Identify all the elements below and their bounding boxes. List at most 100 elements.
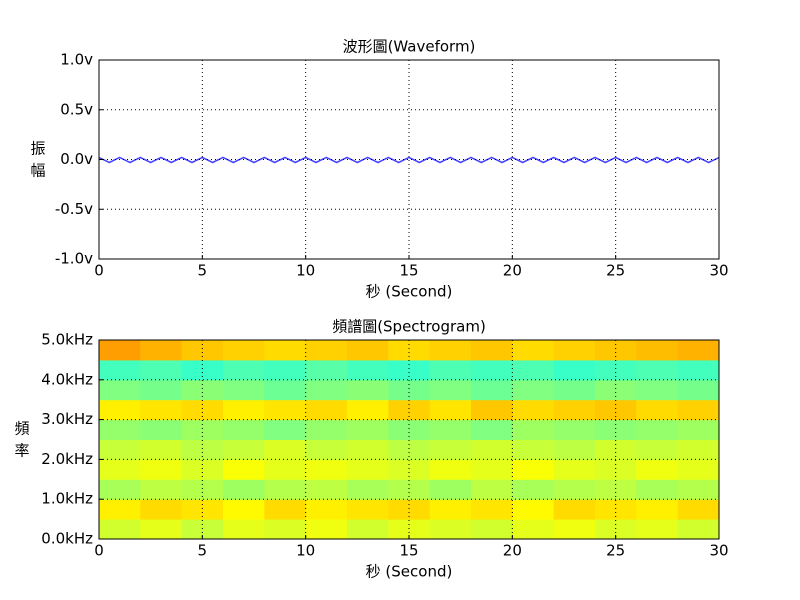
heat-cell xyxy=(512,399,555,421)
heat-cell xyxy=(140,499,183,520)
heat-cell xyxy=(512,499,555,520)
y-tick-label: 0.5v xyxy=(60,100,93,118)
axes-frame xyxy=(98,339,720,540)
heat-cell xyxy=(636,399,679,421)
heat-cell xyxy=(595,459,637,480)
heat-cell xyxy=(471,359,513,381)
x-tick-label: 25 xyxy=(606,262,625,280)
heat-cell xyxy=(99,519,141,540)
heat-cell xyxy=(471,340,513,361)
heat-cell xyxy=(677,340,720,361)
heat-cell xyxy=(388,340,431,361)
heat-cell xyxy=(595,399,637,421)
y-tick-label: 1.0v xyxy=(60,51,93,69)
heat-cell xyxy=(305,479,348,500)
heat-cell xyxy=(264,340,307,361)
heat-cell xyxy=(140,399,183,421)
subplot: 0 5 10 15 20 25 30 0.0kHz 1.0kHz 2.0kHz 3.0kHz 4.0k… xyxy=(14,318,728,581)
heat-cell xyxy=(181,499,224,520)
heat-cell xyxy=(264,419,307,440)
y-tick-label: 1.0kHz xyxy=(41,490,93,508)
heat-cell xyxy=(553,379,596,401)
heat-cell xyxy=(347,439,389,460)
heat-cell xyxy=(181,399,224,421)
chart-title: 波形圖(Waveform) xyxy=(343,38,476,56)
heat-cell xyxy=(471,419,513,440)
y-axis-label: 頻率 xyxy=(14,419,29,459)
heat-cell xyxy=(512,439,555,460)
heat-cell xyxy=(553,519,596,540)
heat-cell xyxy=(140,379,183,401)
x-tick-label: 15 xyxy=(399,542,418,560)
heat-cell xyxy=(264,439,307,460)
heat-cell xyxy=(388,459,431,480)
heat-cell xyxy=(181,379,224,401)
heat-cell xyxy=(512,379,555,401)
y-tick-label: -0.5v xyxy=(55,200,93,218)
heat-cell xyxy=(677,359,720,381)
heat-cell xyxy=(677,379,720,401)
heat-cell xyxy=(429,519,472,540)
heat-cell xyxy=(429,479,472,500)
heat-cell xyxy=(512,519,555,540)
heat-cell xyxy=(223,499,265,520)
heat-cell xyxy=(140,479,183,500)
axes-frame xyxy=(98,59,720,260)
heat-cell xyxy=(636,379,679,401)
heat-cell xyxy=(264,499,307,520)
heat-cell xyxy=(636,459,679,480)
heat-cell xyxy=(347,499,389,520)
y-tick-label: 4.0kHz xyxy=(41,370,93,388)
x-tick-label: 30 xyxy=(709,262,728,280)
heat-cell xyxy=(388,419,431,440)
heat-cell xyxy=(636,519,679,540)
x-tick-label: 15 xyxy=(399,262,418,280)
heat-cell xyxy=(99,340,141,361)
x-tick-label: 20 xyxy=(503,262,522,280)
x-tick-label: 5 xyxy=(198,542,208,560)
heat-cell xyxy=(595,479,637,500)
y-tick-label: 3.0kHz xyxy=(41,410,93,428)
heat-cell xyxy=(595,359,637,381)
heat-cell xyxy=(181,340,224,361)
heat-cell xyxy=(553,359,596,381)
heat-cell xyxy=(181,459,224,480)
heat-cell xyxy=(99,499,141,520)
heat-cell xyxy=(553,479,596,500)
heat-cell xyxy=(99,379,141,401)
heat-cell xyxy=(223,519,265,540)
heat-cell xyxy=(264,359,307,381)
heat-cell xyxy=(677,479,720,500)
heat-cell xyxy=(553,439,596,460)
heat-cell xyxy=(305,379,348,401)
y-axis-label: 振幅 xyxy=(30,139,45,179)
heat-cell xyxy=(223,479,265,500)
heat-cell xyxy=(595,519,637,540)
heat-cell xyxy=(429,459,472,480)
heat-cell xyxy=(471,399,513,421)
heat-cell xyxy=(553,340,596,361)
y-tick-label: -1.0v xyxy=(55,250,93,268)
heat-cell xyxy=(181,439,224,460)
heat-cell xyxy=(99,479,141,500)
heat-cell xyxy=(429,359,472,381)
heat-cell xyxy=(347,519,389,540)
heat-cell xyxy=(677,459,720,480)
heat-cell xyxy=(264,399,307,421)
heat-cell xyxy=(140,459,183,480)
heat-cell xyxy=(347,379,389,401)
heat-cell xyxy=(305,439,348,460)
heat-cell xyxy=(471,439,513,460)
x-tick-label: 0 xyxy=(94,542,104,560)
heat-cell xyxy=(181,519,224,540)
waveform-line xyxy=(98,156,720,164)
heat-cell xyxy=(305,340,348,361)
heat-cell xyxy=(388,439,431,460)
heat-cell xyxy=(429,399,472,421)
heat-cell xyxy=(223,399,265,421)
heat-cell xyxy=(347,359,389,381)
heat-cell xyxy=(636,479,679,500)
y-tick-label: 5.0kHz xyxy=(41,331,93,349)
heat-cell xyxy=(595,379,637,401)
